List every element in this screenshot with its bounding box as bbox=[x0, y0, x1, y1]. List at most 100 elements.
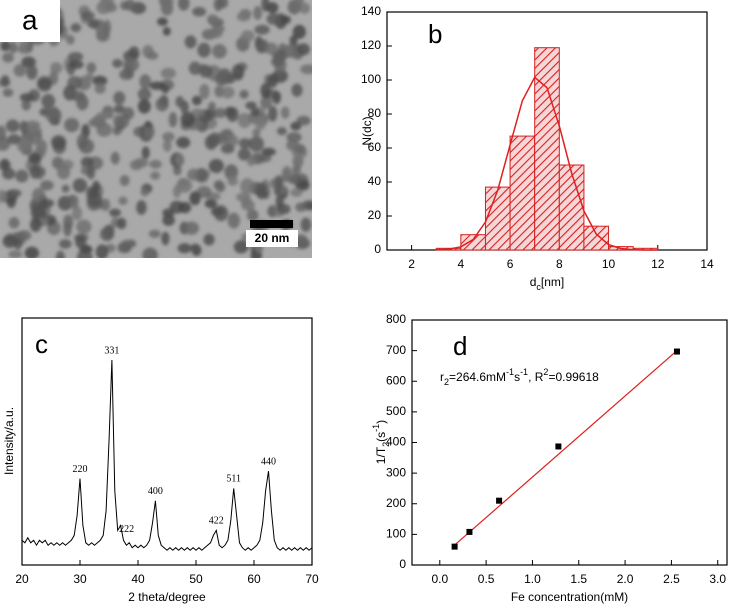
particle bbox=[210, 206, 225, 217]
x-tick-label: 2.5 bbox=[663, 572, 680, 586]
particle bbox=[236, 12, 251, 22]
particle bbox=[227, 175, 238, 186]
particle bbox=[146, 51, 159, 60]
panel-label: a bbox=[22, 4, 38, 35]
particle bbox=[55, 250, 66, 258]
bar bbox=[534, 47, 560, 251]
particle bbox=[199, 83, 210, 100]
particle bbox=[19, 120, 28, 134]
x-tick-label: 70 bbox=[305, 572, 319, 586]
particle bbox=[149, 159, 162, 169]
particle bbox=[213, 0, 223, 12]
y-tick-label: 140 bbox=[361, 4, 381, 18]
x-tick-label: 1.0 bbox=[524, 572, 541, 586]
particle bbox=[266, 13, 281, 25]
particle bbox=[253, 6, 263, 21]
bar bbox=[460, 234, 486, 251]
particle bbox=[29, 217, 42, 232]
particle bbox=[190, 108, 205, 117]
axis-title: dc[nm] bbox=[530, 275, 565, 292]
particle bbox=[233, 240, 249, 254]
particle bbox=[39, 198, 55, 208]
y-tick-label: 100 bbox=[361, 72, 381, 86]
particle bbox=[281, 165, 292, 181]
particle bbox=[187, 168, 201, 181]
particle bbox=[231, 64, 245, 80]
x-tick-label: 8 bbox=[556, 257, 563, 271]
particle bbox=[197, 42, 211, 58]
text-part: -1 bbox=[371, 424, 381, 432]
y-tick-label: 500 bbox=[386, 404, 406, 418]
particle bbox=[68, 60, 84, 69]
x-tick-label: 2.0 bbox=[617, 572, 634, 586]
axis-title: N(dc) bbox=[360, 116, 374, 145]
particle bbox=[214, 107, 227, 119]
particle bbox=[256, 42, 266, 54]
particle bbox=[184, 35, 197, 49]
y-tick-label: 800 bbox=[386, 312, 406, 326]
particle bbox=[128, 46, 140, 61]
particle bbox=[16, 137, 32, 153]
y-tick-label: 400 bbox=[386, 435, 406, 449]
particle bbox=[156, 17, 168, 26]
particle bbox=[76, 94, 89, 111]
particle bbox=[290, 121, 302, 131]
y-tick-label: 20 bbox=[368, 208, 382, 222]
particle bbox=[70, 23, 82, 33]
particle bbox=[32, 187, 46, 204]
particle bbox=[78, 138, 95, 154]
particle bbox=[8, 41, 18, 54]
particle bbox=[220, 86, 235, 99]
particle bbox=[267, 73, 278, 88]
particle bbox=[118, 196, 128, 205]
particle bbox=[207, 101, 216, 111]
peak-label: 511 bbox=[226, 474, 241, 485]
particle bbox=[63, 221, 72, 237]
particle bbox=[32, 134, 42, 147]
text-part: 2 bbox=[543, 367, 548, 377]
x-tick-label: 20 bbox=[15, 572, 29, 586]
particle bbox=[245, 101, 257, 110]
particle bbox=[95, 244, 109, 258]
particle bbox=[224, 134, 239, 147]
y-tick-label: 600 bbox=[386, 373, 406, 387]
particle bbox=[99, 227, 115, 242]
particle bbox=[158, 0, 171, 7]
particle bbox=[254, 24, 270, 35]
particle bbox=[112, 58, 123, 68]
particle bbox=[274, 175, 284, 190]
particle bbox=[24, 246, 40, 258]
particle bbox=[100, 198, 111, 212]
particle bbox=[119, 174, 130, 187]
particle bbox=[110, 151, 120, 165]
particle bbox=[137, 87, 152, 101]
particle bbox=[123, 57, 140, 72]
particle bbox=[2, 52, 15, 63]
x-tick-label: 60 bbox=[247, 572, 261, 586]
point bbox=[555, 443, 562, 450]
particle bbox=[240, 178, 255, 195]
particle bbox=[162, 26, 171, 36]
particle bbox=[8, 217, 20, 229]
particle bbox=[89, 186, 99, 198]
particle bbox=[254, 116, 266, 131]
text-part: [nm] bbox=[541, 275, 564, 289]
particle bbox=[291, 164, 301, 176]
fit-line bbox=[454, 350, 678, 546]
text-part: d bbox=[530, 275, 537, 289]
text-part: , R bbox=[528, 370, 544, 384]
particle bbox=[113, 104, 126, 114]
x-tick-label: 14 bbox=[700, 257, 714, 271]
particle bbox=[21, 99, 32, 111]
panel-label: d bbox=[453, 331, 467, 361]
particle bbox=[283, 44, 298, 58]
axis-title: Intensity/a.u. bbox=[2, 407, 16, 475]
text-part: ) bbox=[374, 420, 388, 424]
particle bbox=[237, 112, 252, 129]
particle bbox=[239, 89, 249, 99]
particle bbox=[265, 42, 278, 56]
particle bbox=[72, 178, 88, 193]
particle bbox=[149, 81, 165, 90]
bar bbox=[509, 135, 536, 251]
